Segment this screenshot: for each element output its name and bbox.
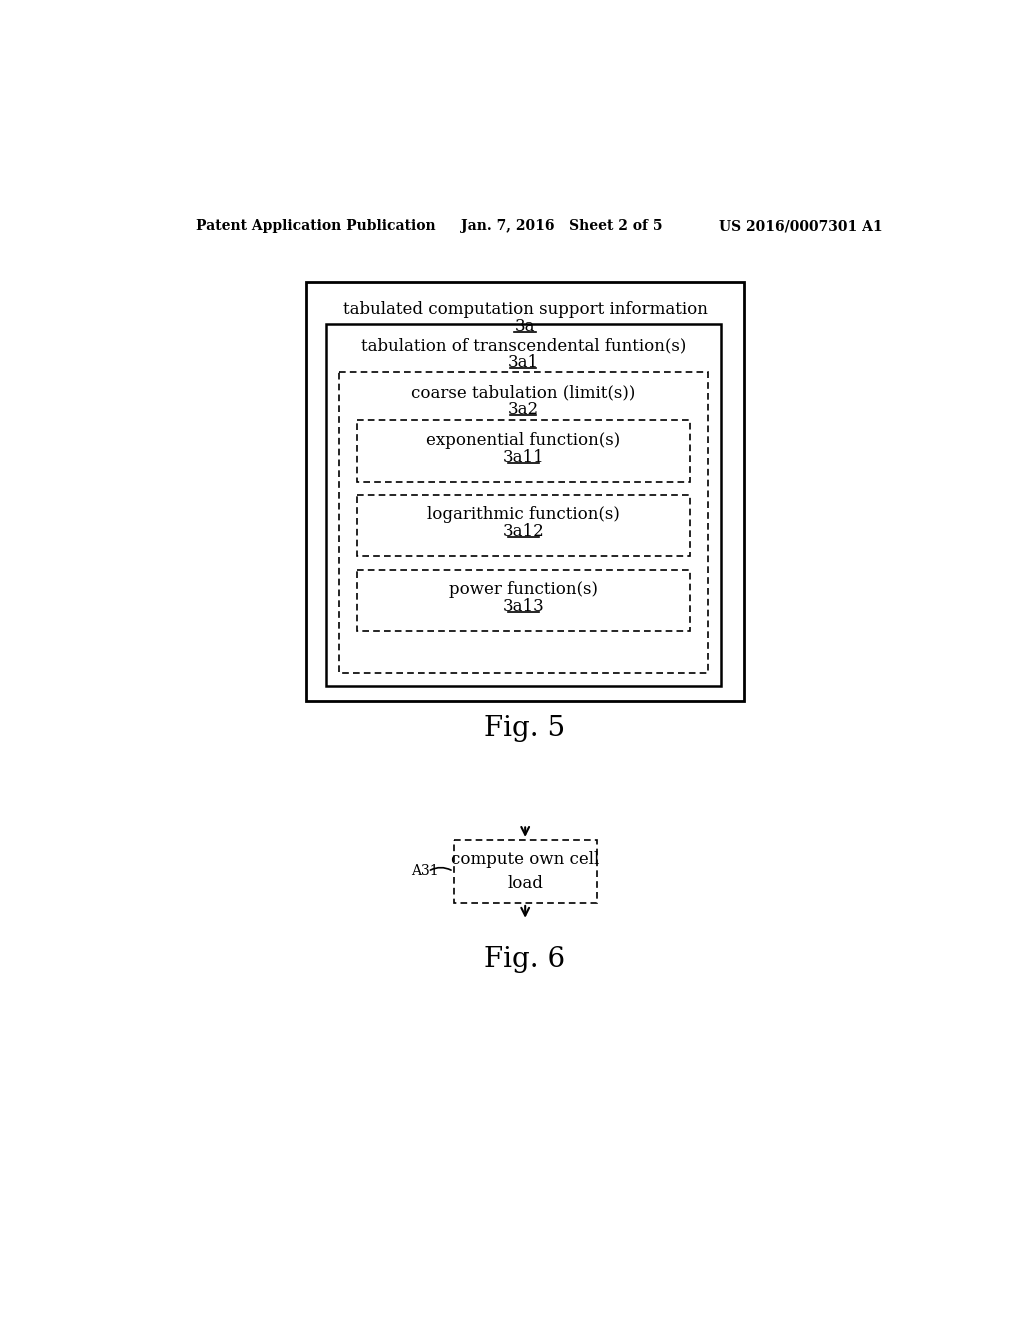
- Text: tabulation of transcendental funtion(s): tabulation of transcendental funtion(s): [360, 337, 686, 354]
- Text: Patent Application Publication: Patent Application Publication: [197, 219, 436, 234]
- Text: 3a11: 3a11: [503, 449, 544, 466]
- Text: A31: A31: [411, 865, 438, 878]
- Bar: [356, 420, 690, 482]
- Bar: [356, 570, 690, 631]
- Text: logarithmic function(s): logarithmic function(s): [427, 507, 620, 524]
- Text: coarse tabulation (limit(s)): coarse tabulation (limit(s)): [411, 384, 636, 401]
- Text: 3a1: 3a1: [508, 354, 539, 371]
- Text: US 2016/0007301 A1: US 2016/0007301 A1: [719, 219, 882, 234]
- Text: Fig. 6: Fig. 6: [484, 945, 565, 973]
- Bar: [339, 372, 708, 673]
- Text: tabulated computation support information: tabulated computation support informatio…: [343, 301, 708, 318]
- Text: exponential function(s): exponential function(s): [426, 432, 621, 449]
- Text: 3a13: 3a13: [503, 598, 544, 615]
- Bar: [326, 323, 721, 686]
- Text: Fig. 5: Fig. 5: [484, 714, 565, 742]
- Text: Jan. 7, 2016   Sheet 2 of 5: Jan. 7, 2016 Sheet 2 of 5: [461, 219, 663, 234]
- Bar: [356, 495, 690, 557]
- Bar: [454, 840, 597, 903]
- Text: compute own cell
load: compute own cell load: [451, 851, 599, 892]
- Bar: [306, 281, 744, 701]
- Text: 3a2: 3a2: [508, 401, 539, 418]
- Text: 3a: 3a: [515, 318, 536, 335]
- Text: power function(s): power function(s): [449, 581, 598, 598]
- Text: 3a12: 3a12: [503, 523, 544, 540]
